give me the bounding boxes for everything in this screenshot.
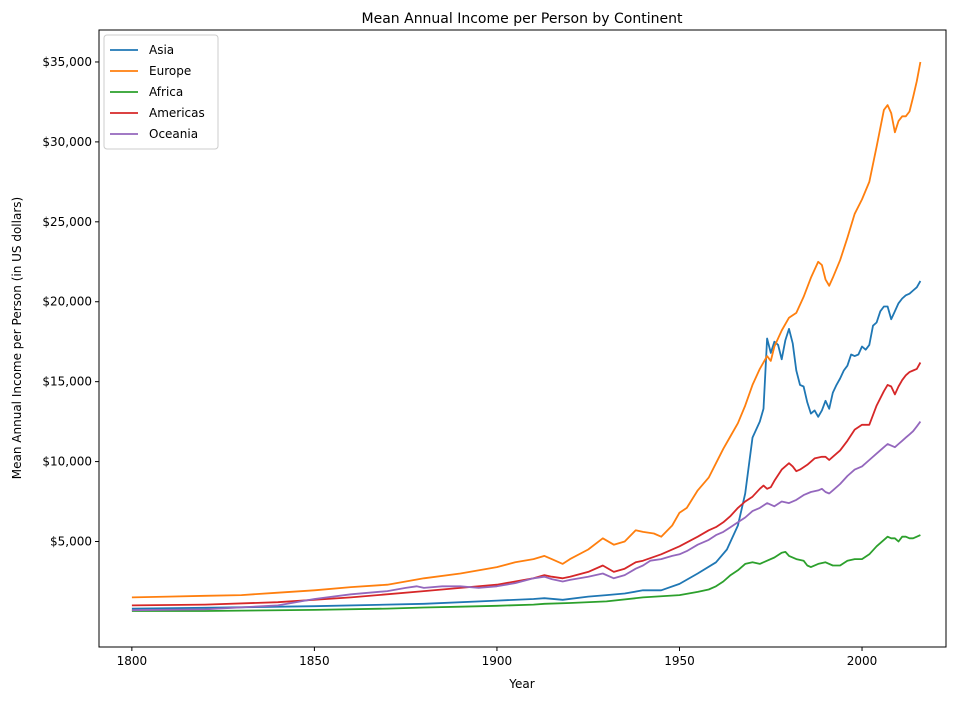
legend-label-americas: Americas xyxy=(149,106,205,120)
x-tick-label: 1950 xyxy=(664,654,695,668)
y-tick-label: $20,000 xyxy=(42,295,92,309)
y-tick-label: $30,000 xyxy=(42,135,92,149)
legend-label-oceania: Oceania xyxy=(149,127,198,141)
legend-box xyxy=(103,34,219,150)
plot-frame xyxy=(98,29,947,648)
legend: Asia Europe Africa Americas Oceania xyxy=(103,34,219,150)
series-line-europe xyxy=(131,61,922,599)
series-line-americas xyxy=(131,362,922,607)
series-line-oceania xyxy=(131,421,922,612)
legend-label-asia: Asia xyxy=(149,43,174,57)
legend-items: Asia Europe Africa Americas Oceania xyxy=(110,43,205,141)
x-axis-label: Year xyxy=(508,677,534,691)
plot-area xyxy=(98,29,947,648)
chart-title: Mean Annual Income per Person by Contine… xyxy=(362,11,683,27)
y-axis-label: Mean Annual Income per Person (in US dol… xyxy=(10,197,24,479)
legend-label-africa: Africa xyxy=(149,85,183,99)
series-layer xyxy=(131,61,922,612)
y-tick-label: $35,000 xyxy=(42,55,92,69)
x-tick-label: 1900 xyxy=(482,654,513,668)
x-axis: 1800 1850 1900 1950 2000 xyxy=(117,647,878,668)
series-line-asia xyxy=(131,280,922,610)
x-tick-label: 2000 xyxy=(847,654,878,668)
y-tick-label: $5,000 xyxy=(50,535,92,549)
y-tick-label: $10,000 xyxy=(42,455,92,469)
legend-label-europe: Europe xyxy=(149,64,191,78)
x-tick-label: 1850 xyxy=(299,654,330,668)
y-axis: $5,000 $10,000 $15,000 $20,000 $25,000 $30,00… xyxy=(42,55,99,549)
x-tick-label: 1800 xyxy=(117,654,148,668)
y-tick-label: $25,000 xyxy=(42,215,92,229)
y-tick-label: $15,000 xyxy=(42,375,92,389)
series-line-africa xyxy=(131,534,921,612)
